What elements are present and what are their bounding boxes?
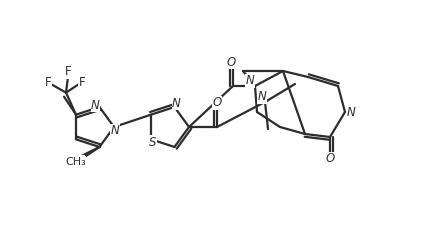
Text: S: S — [149, 136, 157, 149]
Text: N: N — [258, 91, 267, 103]
Text: N: N — [246, 74, 254, 88]
Text: O: O — [325, 153, 335, 165]
Text: F: F — [79, 76, 85, 89]
Text: CH₃: CH₃ — [65, 157, 86, 167]
Text: O: O — [212, 96, 222, 110]
Text: N: N — [91, 99, 100, 112]
Text: CH₃: CH₃ — [64, 156, 85, 166]
Text: F: F — [65, 65, 71, 78]
Text: O: O — [226, 55, 236, 69]
Text: F: F — [45, 76, 52, 89]
Text: N: N — [347, 106, 355, 118]
Text: N: N — [172, 97, 181, 110]
Text: N: N — [111, 124, 119, 138]
